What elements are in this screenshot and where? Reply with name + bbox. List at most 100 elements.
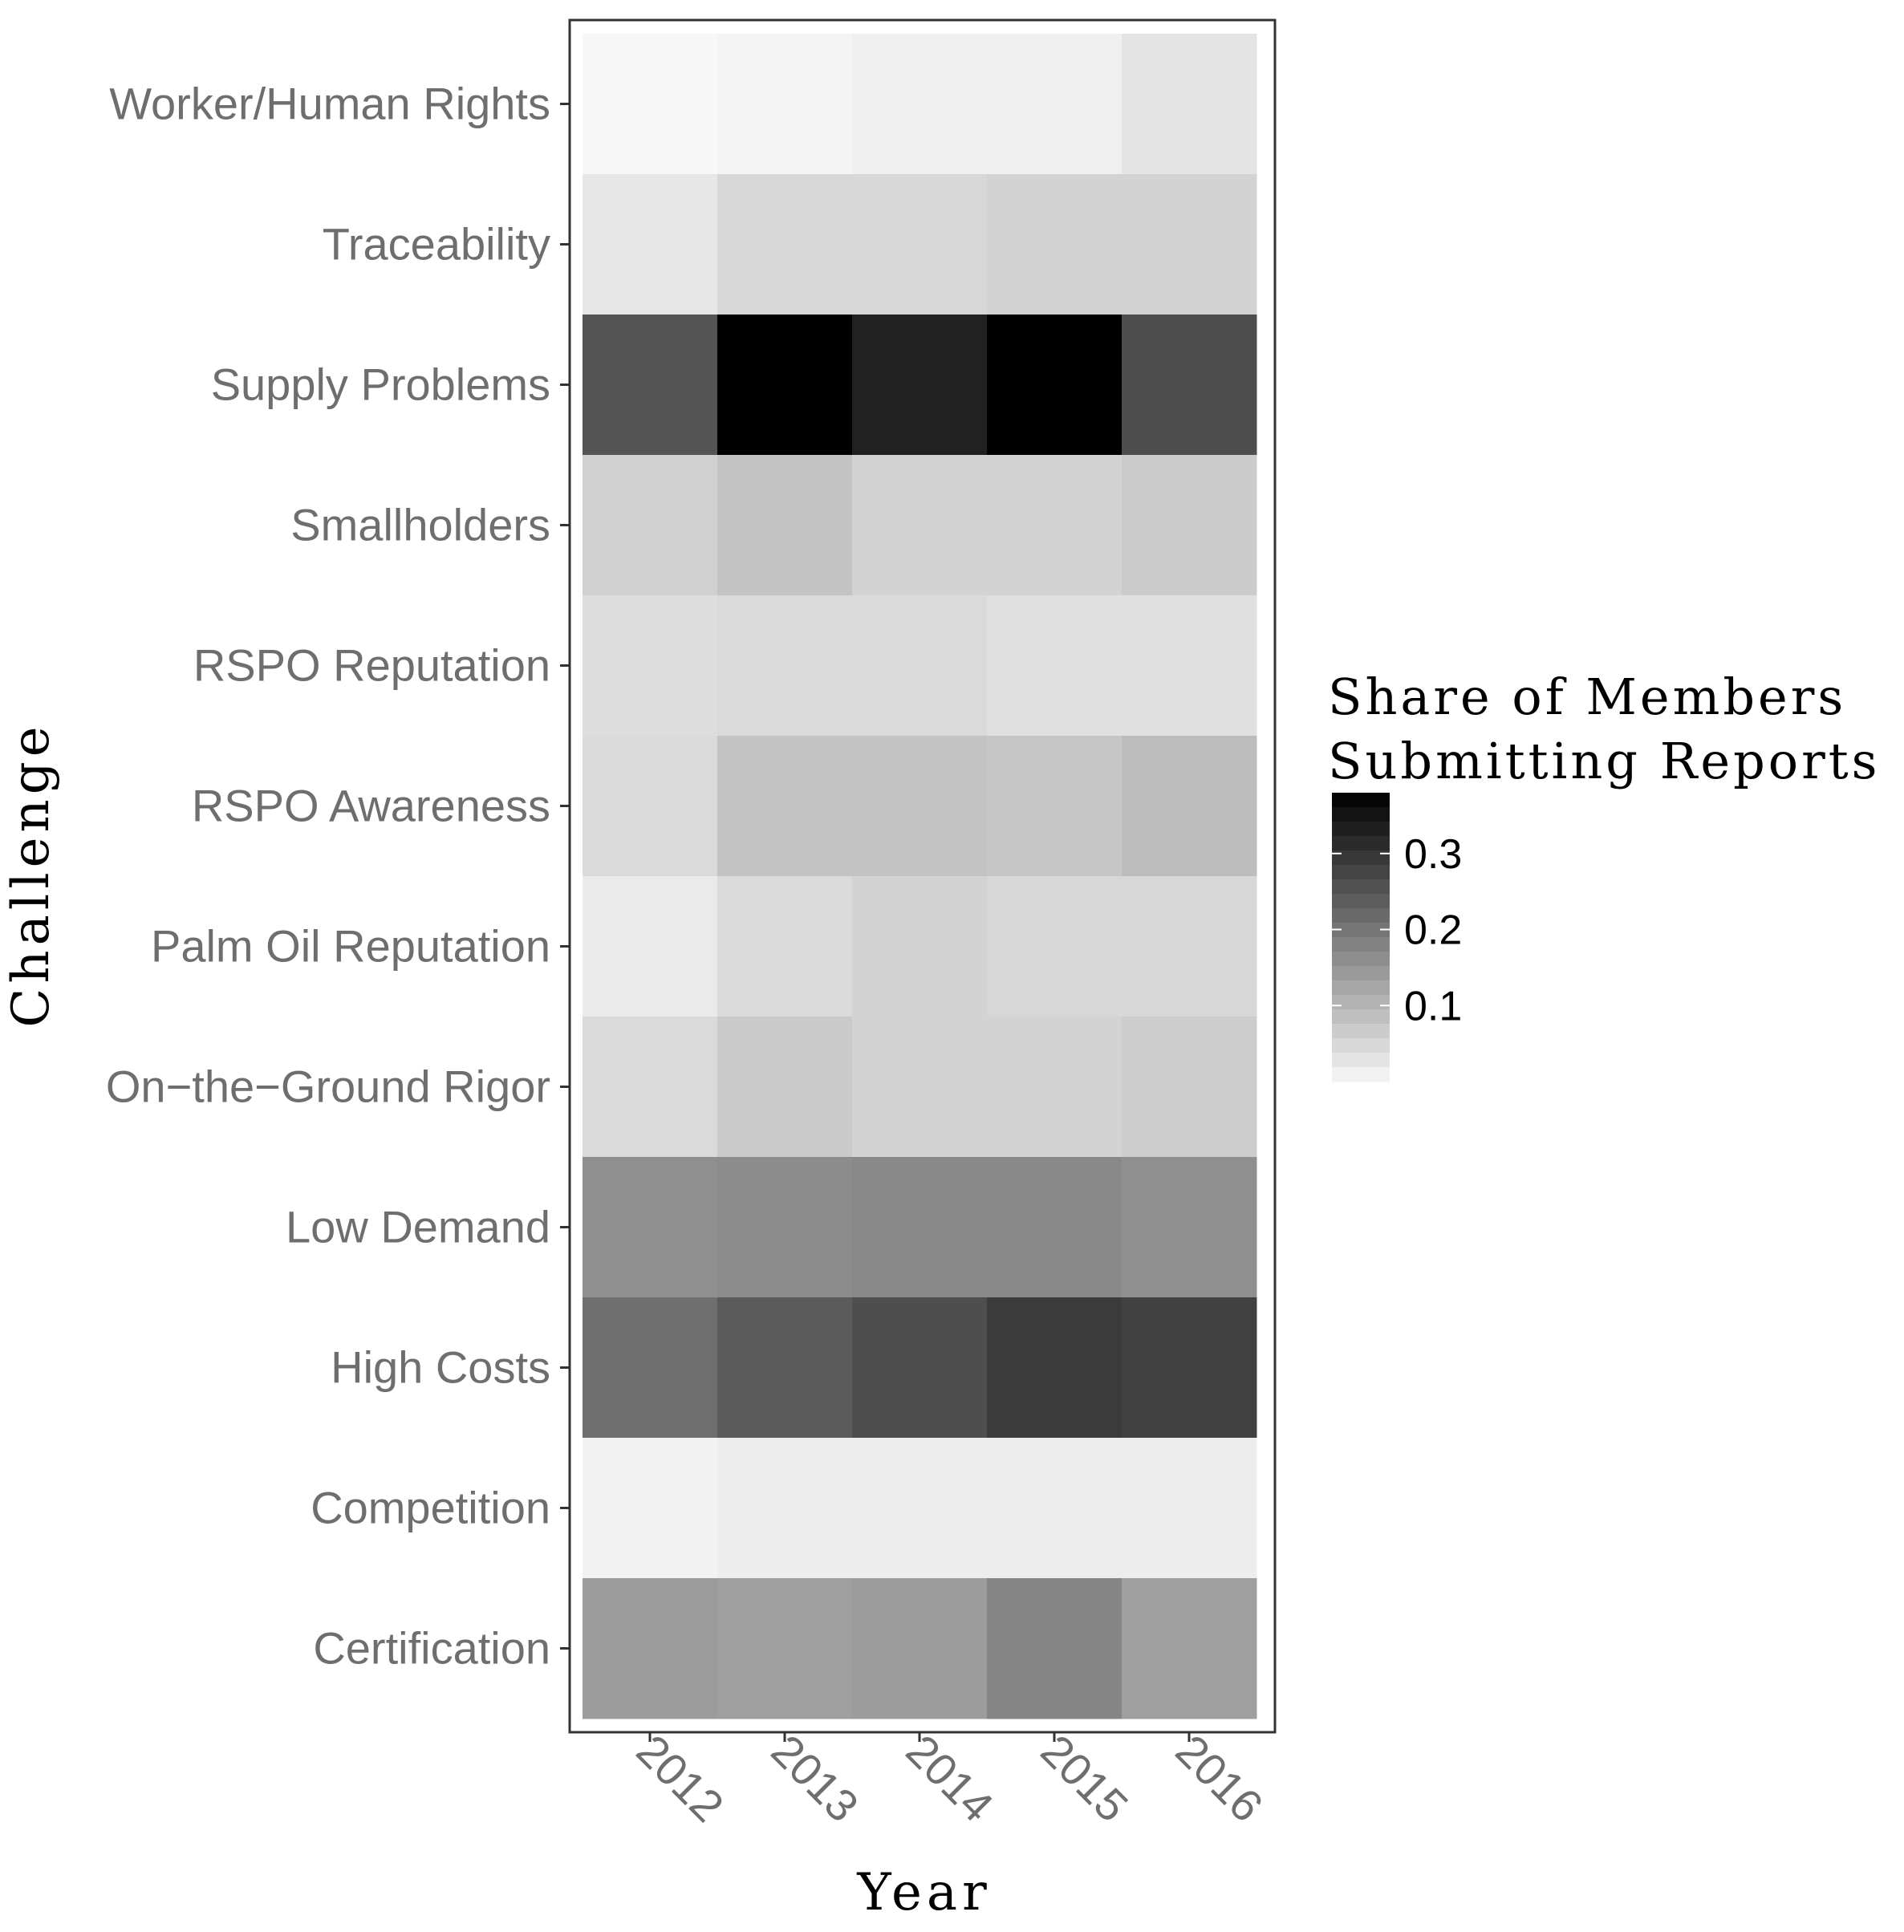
colorbar-segment — [1332, 1024, 1390, 1039]
heatmap-cell — [583, 736, 718, 877]
heatmap-cell — [1122, 876, 1257, 1017]
legend-ticks: 0.3 0.2 0.1 — [1332, 831, 1462, 1029]
heatmap-cell — [852, 34, 988, 175]
heatmap-cell — [987, 1297, 1123, 1439]
y-tick-label: Competition — [311, 1483, 550, 1533]
y-axis: Worker/Human Rights Traceability Supply Pr… — [106, 79, 570, 1674]
heatmap-cell — [717, 1297, 853, 1439]
colorbar-segment — [1332, 980, 1390, 996]
legend-title-line1: Share of Members — [1328, 668, 1846, 726]
heatmap-cell — [1122, 174, 1257, 315]
heatmap-cell — [583, 1297, 718, 1439]
colorbar-segment — [1332, 908, 1390, 923]
y-tick-label: RSPO Reputation — [193, 640, 550, 691]
colorbar-segment — [1332, 865, 1390, 880]
x-axis-title: Year — [856, 1863, 991, 1922]
colorbar-segment — [1332, 937, 1390, 952]
heatmap-cell — [583, 1017, 718, 1158]
heatmap-cell — [583, 455, 718, 596]
heatmap-cell — [852, 174, 988, 315]
heatmap-cell — [1122, 1297, 1257, 1439]
y-tick-label: Supply Problems — [211, 359, 550, 410]
y-tick-label: RSPO Awareness — [192, 781, 550, 831]
colorbar-segment — [1332, 1038, 1390, 1053]
heatmap-cell — [583, 34, 718, 175]
colorbar-segment — [1332, 1067, 1390, 1082]
colorbar-segment — [1332, 836, 1390, 851]
heatmap-cell — [987, 736, 1123, 877]
heatmap-cell — [583, 595, 718, 737]
heatmap-cell — [852, 455, 988, 596]
heatmap-cell — [717, 315, 853, 456]
colorbar-segment — [1332, 850, 1390, 866]
heatmap-cell — [852, 876, 988, 1017]
colorbar-segment — [1332, 923, 1390, 938]
y-tick-label: Low Demand — [286, 1202, 550, 1252]
heatmap-cell — [987, 1438, 1123, 1579]
colorbar-segment — [1332, 1053, 1390, 1068]
heatmap-cell — [717, 1438, 853, 1579]
heatmap-cell — [987, 455, 1123, 596]
heatmap-cell — [987, 595, 1123, 737]
heatmap-cell — [717, 736, 853, 877]
heatmap-cell — [1122, 315, 1257, 456]
heatmap-cell — [1122, 595, 1257, 737]
heatmap-cell — [1122, 1578, 1257, 1719]
y-tick-label: On−the−Ground Rigor — [106, 1061, 550, 1112]
heatmap-cell — [1122, 1157, 1257, 1298]
heatmap-cell — [987, 1578, 1123, 1719]
heatmap-cell — [583, 1578, 718, 1719]
x-tick-label: 2015 — [1032, 1725, 1139, 1832]
colorbar-segment — [1332, 894, 1390, 909]
legend-title-line2: Submitting Reports — [1328, 732, 1880, 790]
heatmap-cell — [583, 174, 718, 315]
heatmap-cell — [1122, 455, 1257, 596]
heatmap-cell — [717, 595, 853, 737]
heatmap-cell — [717, 1017, 853, 1158]
x-tick-label: 2013 — [762, 1725, 869, 1832]
heatmap-cell — [1122, 1438, 1257, 1579]
colorbar-segment — [1332, 995, 1390, 1010]
legend-tick-label: 0.3 — [1404, 831, 1462, 878]
heatmap-cell — [852, 1297, 988, 1439]
y-tick-label: Worker/Human Rights — [109, 79, 550, 129]
heatmap-cell — [852, 1578, 988, 1719]
heatmap-cell — [987, 1157, 1123, 1298]
y-tick-label: Certification — [313, 1623, 550, 1674]
heatmap-cell — [852, 1438, 988, 1579]
legend-tick-label: 0.1 — [1404, 983, 1462, 1029]
colorbar-segment — [1332, 1009, 1390, 1025]
colorbar-segment — [1332, 822, 1390, 837]
colorbar-segment — [1332, 807, 1390, 822]
heatmap-cell — [583, 315, 718, 456]
heatmap-cell — [717, 1157, 853, 1298]
heatmap-cell — [987, 34, 1123, 175]
heatmap-cell — [987, 315, 1123, 456]
heatmap-cell — [987, 1017, 1123, 1158]
legend-colorbar — [1332, 793, 1390, 1082]
y-axis-title: Challenge — [2, 721, 61, 1027]
legend: Share of Members Submitting Reports 0.30… — [1328, 668, 1880, 1082]
y-tick-label: Smallholders — [290, 500, 550, 550]
heatmap-cell — [717, 34, 853, 175]
heatmap-cell — [583, 876, 718, 1017]
heatmap-cell — [852, 1017, 988, 1158]
x-axis: 2012 2013 2014 2015 2016 — [627, 1725, 1273, 1832]
heatmap-cell — [852, 736, 988, 877]
heatmap-cell — [583, 1157, 718, 1298]
heatmap-cell — [1122, 736, 1257, 877]
x-tick-label: 2014 — [897, 1725, 1004, 1832]
x-tick-label: 2016 — [1167, 1725, 1273, 1832]
colorbar-segment — [1332, 966, 1390, 981]
heatmap-cell — [717, 174, 853, 315]
heatmap-cell — [852, 1157, 988, 1298]
y-tick-label: Palm Oil Reputation — [151, 921, 550, 972]
heatmap-cell — [852, 315, 988, 456]
colorbar-segment — [1332, 879, 1390, 895]
colorbar-segment — [1332, 793, 1390, 808]
heatmap-cell — [717, 455, 853, 596]
heatmap-cell — [987, 876, 1123, 1017]
heatmap-cell — [583, 1438, 718, 1579]
heatmap-cell — [717, 1578, 853, 1719]
